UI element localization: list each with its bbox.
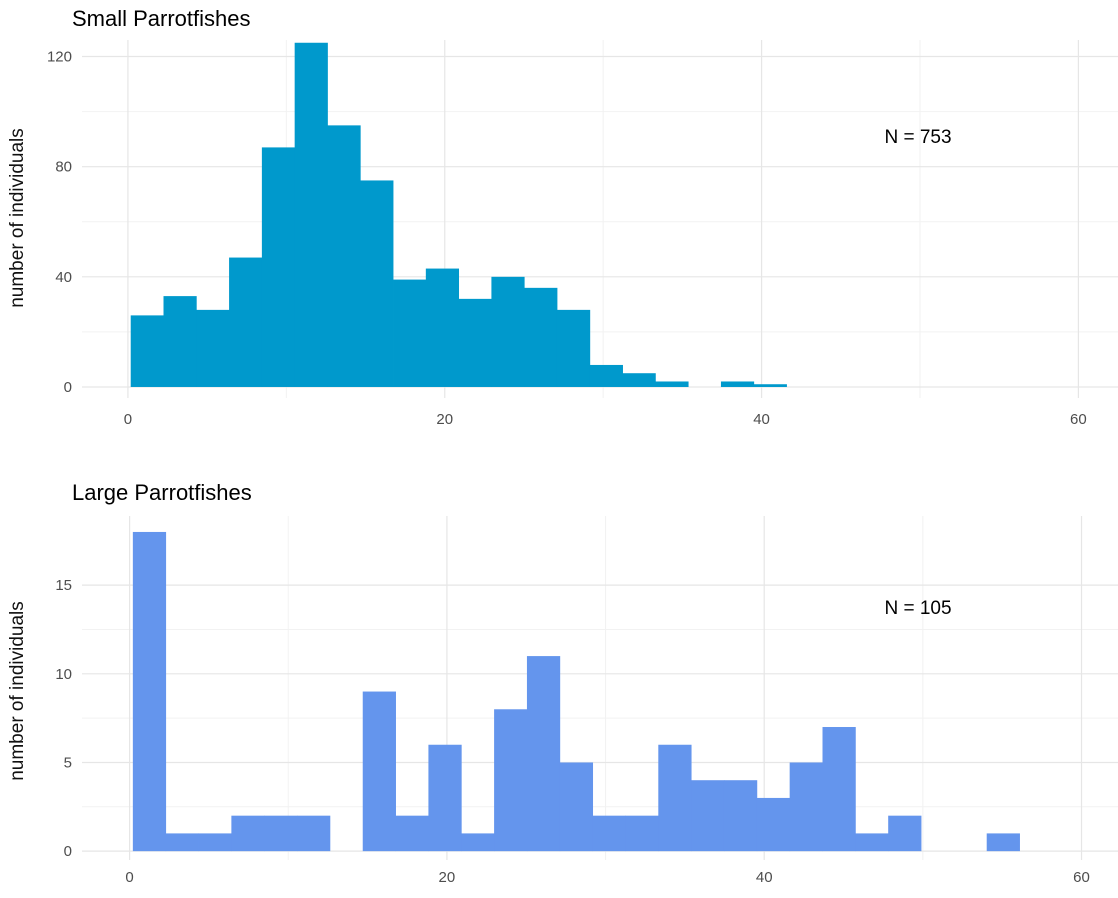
small-x-tick-label: 20 xyxy=(436,411,453,428)
large-histogram-bar xyxy=(362,691,396,852)
large-histogram-bar xyxy=(231,815,265,852)
large-histogram-bar xyxy=(625,815,659,852)
large-histogram-bar xyxy=(822,727,856,852)
small-histogram-bar xyxy=(229,257,263,387)
large-histogram-bar xyxy=(297,815,331,852)
large-histogram-bar xyxy=(165,833,199,852)
large-histogram-bar xyxy=(132,531,167,852)
small-y-tick-label: 0 xyxy=(64,379,72,396)
large-histogram-bar xyxy=(461,833,495,852)
small-histogram-bar xyxy=(589,364,623,387)
large-histogram-bar xyxy=(691,780,725,852)
small-x-tick-label: 40 xyxy=(753,411,770,428)
small-histogram-bar xyxy=(753,384,787,387)
large-x-tick-label: 20 xyxy=(439,869,456,886)
large-y-tick-label: 10 xyxy=(55,666,72,683)
large-histogram-bar xyxy=(723,780,758,852)
large-panel: 0 20 40 60 0 5 10 15 N = 105 xyxy=(55,516,1118,886)
small-y-tick-label: 40 xyxy=(55,269,72,286)
small-histogram-bar xyxy=(393,279,427,387)
small-parrotfishes-title: Small Parrotfishes xyxy=(72,6,251,31)
small-histogram-bar xyxy=(458,298,492,387)
large-histogram-bar xyxy=(658,744,692,852)
small-histogram-bar xyxy=(196,309,230,387)
small-histogram-bar xyxy=(261,147,296,387)
small-sample-size-label: N = 753 xyxy=(884,127,951,148)
large-histogram-bar xyxy=(592,815,626,852)
large-histogram-bar xyxy=(855,833,889,852)
large-histogram-bar xyxy=(526,656,561,852)
large-histogram-bar xyxy=(198,833,232,852)
large-sample-size-label: N = 105 xyxy=(884,598,951,619)
small-histogram-bar xyxy=(655,381,689,387)
small-histogram-bar xyxy=(622,373,656,387)
small-x-tick-label: 60 xyxy=(1070,411,1087,428)
large-histogram-bar xyxy=(428,744,462,852)
small-histogram-bar xyxy=(294,42,328,387)
large-histogram-bar xyxy=(986,833,1020,852)
large-x-tick-label: 60 xyxy=(1073,869,1090,886)
large-histogram-bar xyxy=(559,762,594,852)
small-x-tick-label: 0 xyxy=(124,411,132,428)
large-histogram-bar xyxy=(494,709,528,852)
small-histogram-bar xyxy=(163,296,197,387)
large-histogram-bar xyxy=(888,815,922,852)
large-histogram-bar xyxy=(756,797,791,852)
small-y-tick-label: 120 xyxy=(47,49,72,66)
large-parrotfishes-title: Large Parrotfishes xyxy=(72,480,252,505)
large-y-tick-label: 5 xyxy=(64,754,72,771)
small-histogram-bar xyxy=(556,309,591,387)
large-x-tick-label: 40 xyxy=(756,869,773,886)
large-histogram-bar xyxy=(789,762,823,852)
small-panel: 0 20 40 60 0 40 80 120 N = 753 xyxy=(47,40,1118,428)
large-histogram-bar xyxy=(395,815,429,852)
large-y-tick-label: 15 xyxy=(55,577,72,594)
large-histogram-bar xyxy=(264,815,298,852)
large-y-tick-label: 0 xyxy=(64,843,72,860)
small-histogram-bar xyxy=(491,276,525,387)
small-histogram-bar xyxy=(130,315,164,387)
small-y-tick-label: 80 xyxy=(55,159,72,176)
small-histogram-bar xyxy=(327,125,361,387)
large-x-tick-label: 0 xyxy=(125,869,133,886)
small-histogram-bar xyxy=(524,287,558,387)
small-histogram-bar xyxy=(360,180,394,387)
small-histogram-bar xyxy=(720,381,755,387)
small-histogram-bar xyxy=(425,268,460,387)
